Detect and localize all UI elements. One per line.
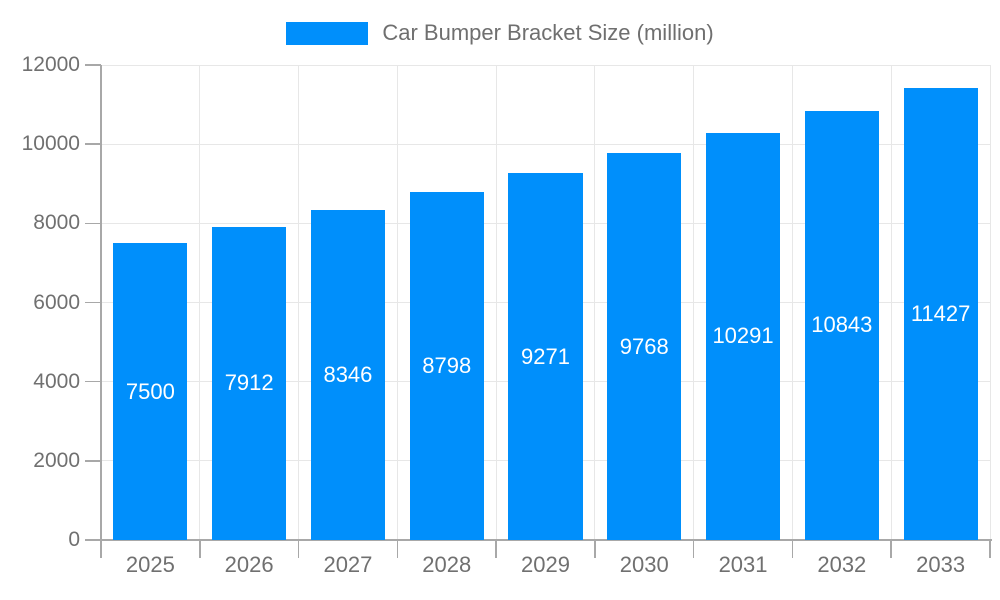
y-axis-tick <box>85 143 101 145</box>
y-gridline <box>101 64 990 66</box>
x-gridline <box>989 65 991 540</box>
bar-value-label: 9768 <box>619 333 669 359</box>
y-axis-label: 12000 <box>21 53 80 76</box>
y-axis-tick <box>85 460 101 462</box>
bar-2028[interactable]: 8798 <box>409 191 484 540</box>
y-axis-label: 10000 <box>21 132 80 156</box>
bar-2033[interactable]: 11427 <box>903 87 978 540</box>
x-axis-label-2030: 2030 <box>619 552 669 577</box>
x-gridline <box>594 65 596 540</box>
x-gridline <box>199 65 201 540</box>
x-gridline <box>495 65 497 540</box>
y-axis-tick <box>85 301 101 304</box>
x-axis-label-2026: 2026 <box>224 552 274 577</box>
y-axis-tick <box>85 380 101 383</box>
bar-value-label: 10843 <box>811 312 873 338</box>
bar-value-label: 7912 <box>224 370 274 396</box>
bar-2026[interactable]: 7912 <box>212 226 287 540</box>
y-gridline <box>101 143 990 145</box>
bar-2027[interactable]: 8346 <box>310 209 385 540</box>
y-axis-tick <box>85 222 101 225</box>
bar-2029[interactable]: 9271 <box>508 173 583 540</box>
y-axis-label: 0 <box>68 528 80 551</box>
bar-value-label: 8798 <box>422 352 472 378</box>
x-axis-tick <box>791 540 794 558</box>
legend[interactable]: Car Bumper Bracket Size (million) <box>0 20 1000 46</box>
x-axis-tick <box>297 540 300 558</box>
bar-2030[interactable]: 9768 <box>607 153 682 540</box>
x-axis-tick <box>989 540 991 558</box>
x-axis-tick <box>495 540 497 558</box>
y-axis-label: 6000 <box>33 290 80 314</box>
x-axis-tick <box>100 540 102 558</box>
x-axis-label-2027: 2027 <box>323 552 373 577</box>
x-axis-label-2028: 2028 <box>422 552 472 577</box>
bar-2031[interactable]: 10291 <box>706 132 781 540</box>
x-axis-label-2031: 2031 <box>718 552 768 577</box>
x-axis-tick <box>692 540 695 558</box>
x-gridline <box>298 65 300 540</box>
legend-swatch <box>286 21 369 45</box>
x-axis-label-2029: 2029 <box>521 552 570 577</box>
y-axis-label: 8000 <box>33 211 80 235</box>
x-axis-label-2025: 2025 <box>125 552 175 577</box>
y-axis-tick <box>85 64 101 66</box>
x-gridline <box>890 65 892 540</box>
y-axis-label: 2000 <box>33 448 80 472</box>
bar-2032[interactable]: 10843 <box>804 110 879 540</box>
x-gridline <box>791 65 793 540</box>
bar-value-label: 10291 <box>712 323 774 349</box>
bar-2025[interactable]: 7500 <box>113 243 188 540</box>
bar-value-label: 7500 <box>125 378 175 404</box>
x-gridline <box>693 65 695 540</box>
x-axis-label-2032: 2032 <box>817 552 867 577</box>
bar-value-label: 9271 <box>521 343 570 369</box>
y-axis-line <box>100 65 102 540</box>
y-axis-label: 4000 <box>33 369 80 393</box>
x-axis-tick <box>199 540 201 558</box>
x-axis-tick <box>890 540 892 558</box>
x-axis-tick <box>396 540 399 558</box>
bar-value-label: 11427 <box>910 300 971 326</box>
x-axis-tick <box>594 540 596 558</box>
legend-label: Car Bumper Bracket Size (million) <box>382 20 714 45</box>
x-axis-label-2033: 2033 <box>916 552 966 577</box>
x-gridline <box>396 65 398 540</box>
bar-value-label: 8346 <box>323 361 373 387</box>
